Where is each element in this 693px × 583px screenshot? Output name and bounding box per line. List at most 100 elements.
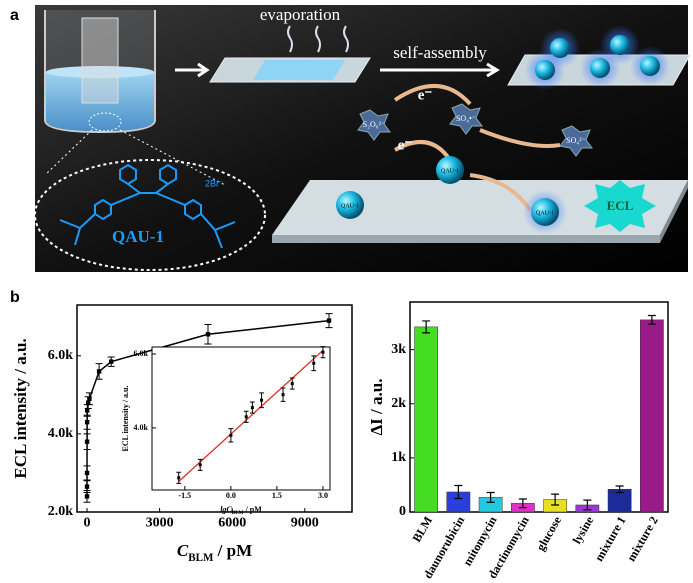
x-axis-label-part: C: [177, 541, 189, 560]
data-point: [84, 484, 90, 489]
electrode-spheres: [336, 156, 567, 234]
sulfate-label: SO₄²⁻: [566, 136, 586, 145]
x-tick-label: 0.0: [226, 491, 236, 500]
data-point: [86, 400, 91, 405]
data-point: [205, 332, 211, 337]
arrow: [175, 62, 210, 78]
data-point: [312, 361, 316, 365]
beaker: [44, 10, 156, 134]
x-tick-label: lysine: [570, 513, 597, 546]
data-point: [321, 350, 325, 354]
electron-label: e⁻: [418, 87, 433, 103]
y-axis-label: ECL intensity / a.u.: [11, 338, 30, 478]
sphere-label: QAU-1: [341, 203, 359, 209]
data-point: [84, 470, 90, 476]
self-assembly-label: self-assembly: [393, 43, 487, 62]
x-axis-label: CBLM / pM: [177, 541, 252, 564]
x-tick-label: 3.0: [318, 491, 328, 500]
data-point: [84, 419, 90, 425]
slide-liquid: [253, 60, 345, 80]
electrode: [272, 180, 688, 235]
y-tick-label: 2.0k: [48, 504, 74, 519]
molecule-name: QAU-1: [112, 227, 164, 246]
y-tick-label: 4.0k: [48, 426, 74, 441]
data-point: [244, 415, 248, 419]
sphere-label: QAU-1: [441, 168, 459, 174]
x-axis-label: lgCBLM / pM: [220, 505, 262, 516]
error-bar: [551, 493, 560, 506]
y-tick-label: 6.0k: [134, 349, 149, 358]
electron-label: e⁻: [398, 137, 413, 153]
electrode-edge: [660, 180, 688, 243]
x-tick-label: 0: [83, 515, 90, 530]
error-bar: [518, 498, 527, 509]
x-axis-label-part: lgC: [220, 505, 232, 514]
x-tick-label: -1.5: [179, 491, 192, 500]
zoom-lines: [44, 129, 226, 186]
ion-stars: [357, 103, 593, 157]
ecl-label: ECL: [607, 198, 634, 213]
data-point: [96, 369, 102, 374]
bar: [414, 326, 438, 513]
data-point: [108, 359, 114, 364]
ecl-burst: [584, 180, 656, 232]
panel-label: a: [10, 7, 19, 24]
molecule-circle: [34, 159, 266, 271]
x-tick-label: 6000: [218, 515, 246, 530]
data-point: [85, 408, 90, 413]
error-bar: [647, 314, 656, 325]
bar: [640, 319, 664, 513]
plot-frame: [76, 304, 353, 513]
data-point: [250, 406, 254, 410]
x-axis-label-part: BLM: [232, 510, 244, 516]
plot-frame: [409, 301, 669, 513]
data-point: [198, 463, 202, 467]
x-axis-label-part: / pM: [213, 541, 252, 560]
x-tick-label: mixture 1: [592, 514, 629, 564]
x-axis-label-part: / pM: [244, 505, 263, 514]
data-point: [229, 433, 233, 437]
radical-label: SO₄•⁻: [456, 114, 476, 123]
data-point: [290, 382, 294, 386]
error-bar: [454, 484, 463, 500]
x-tick-label: 1.5: [272, 491, 282, 500]
molecule-structure: [59, 163, 236, 249]
y-tick-label: 0: [399, 504, 406, 519]
x-tick-label: BLM: [409, 514, 435, 545]
x-tick-label: glucose: [533, 513, 564, 553]
data-point: [84, 439, 90, 444]
evaporation-label: evaporation: [260, 5, 341, 24]
x-tick-label: mixture 2: [624, 514, 661, 564]
y-axis-label: ECL intensity / a.u.: [121, 385, 130, 451]
data-point: [326, 318, 332, 323]
y-tick-label: 6.0k: [48, 348, 74, 363]
sphere-label: QAU-1: [536, 210, 554, 216]
assembled-spheres: [525, 25, 670, 90]
x-tick-label: 3000: [146, 515, 174, 530]
error-bar: [486, 491, 495, 503]
counter-ion: 2Br⁻: [205, 178, 224, 188]
y-tick-label: 4.0k: [134, 423, 149, 432]
error-bar: [615, 485, 624, 494]
data-point: [84, 494, 90, 499]
y-tick-label: 1k: [391, 450, 406, 465]
error-bar: [422, 320, 431, 334]
y-tick-label: 2k: [391, 396, 406, 411]
y-tick-label: 3k: [391, 342, 406, 357]
electrode-edge: [272, 235, 660, 243]
data-point: [177, 476, 181, 480]
panel-label: b: [10, 289, 20, 306]
y-axis-label: ΔI / a.u.: [367, 379, 386, 436]
data-point: [87, 396, 92, 401]
x-axis-label-part: BLM: [188, 552, 214, 564]
persulfate-label: S₂O₈²⁻: [363, 120, 385, 129]
reaction-arrows: [393, 84, 561, 212]
arrow: [380, 62, 500, 78]
fit-line: [178, 349, 324, 482]
zoom-circle: [88, 112, 122, 132]
data-point: [260, 398, 264, 402]
vapor: [287, 25, 349, 53]
data-point: [281, 393, 285, 397]
error-bar: [583, 499, 592, 511]
